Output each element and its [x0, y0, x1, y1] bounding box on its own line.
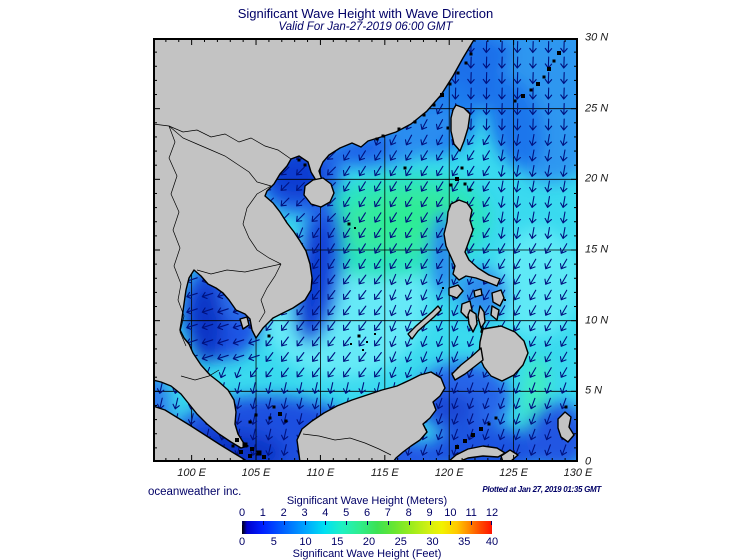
colorbar-meter-tick: 10 [444, 507, 457, 519]
colorbar-meter-tick: 4 [322, 507, 329, 519]
colorbar-feet-tick: 35 [458, 536, 471, 548]
colorbar-feet-tick: 20 [362, 536, 376, 548]
colorbar-meter-tick: 11 [465, 507, 477, 519]
wave-height-map [153, 38, 578, 462]
colorbar-meter-tick: 9 [426, 507, 433, 519]
lat-label: 25 N [585, 102, 609, 115]
colorbar-meter-tick: 0 [238, 507, 246, 519]
colorbar-gradient [242, 521, 492, 534]
lat-label: 30 N [585, 31, 609, 44]
colorbar-title-meters: Significant Wave Height (Meters) [286, 495, 448, 507]
lon-label: 125 E [499, 467, 528, 479]
colorbar-feet-tick: 5 [270, 536, 277, 548]
lon-label: 130 E [563, 467, 593, 479]
lat-label: 15 N [585, 243, 609, 256]
plotted-timestamp: Plotted at Jan 27, 2019 01:35 GMT [482, 485, 601, 494]
latitude-axis: 30 N 25 N 20 N 15 N 10 N 5 N 0 [585, 31, 630, 467]
oceanweather-credit: oceanweather inc. [148, 486, 242, 498]
lon-label: 110 E [306, 467, 335, 479]
colorbar-meter-tick: 3 [301, 507, 308, 519]
chart-title: Significant Wave Height with Wave Direct… [237, 6, 494, 21]
colorbar-meter-tick: 1 [259, 507, 266, 519]
colorbar-meter-tick: 2 [280, 507, 287, 519]
colorbar-feet-tick: 0 [238, 536, 246, 548]
colorbar-meter-tick: 7 [384, 507, 391, 519]
colorbar-title-feet: Significant Wave Height (Feet) [292, 548, 442, 560]
longitude-axis: 100 E 105 E 110 E 115 E 120 E 125 E 130 E [153, 467, 592, 481]
colorbar-feet-tick: 40 [485, 536, 499, 548]
colorbar-feet-tick: 30 [426, 536, 439, 548]
colorbar-meter-tick: 5 [343, 507, 350, 519]
lat-label: 0 [585, 455, 592, 468]
colorbar-meter-tick: 8 [405, 507, 412, 519]
lon-label: 105 E [241, 467, 271, 479]
lon-label: 115 E [370, 467, 399, 479]
lat-label: 10 N [585, 314, 609, 327]
lat-label: 20 N [585, 172, 609, 185]
colorbar-feet-ticks: 0 5 10 15 20 25 30 35 40 [238, 536, 499, 548]
colorbar-meter-tick: 12 [485, 507, 499, 519]
lon-label: 120 E [434, 467, 464, 479]
chart-subtitle: Valid For Jan-27-2019 06:00 GMT [278, 21, 453, 33]
colorbar-feet-tick: 10 [299, 536, 312, 548]
lat-label: 5 N [585, 384, 603, 397]
colorbar-feet-tick: 25 [394, 536, 407, 548]
colorbar-feet-tick: 15 [331, 536, 344, 548]
colorbar-meter-tick: 6 [363, 507, 371, 519]
colorbar-meters-ticks: 0 1 2 3 4 5 6 7 8 9 10 11 12 [238, 507, 498, 519]
lon-label: 100 E [177, 467, 206, 479]
